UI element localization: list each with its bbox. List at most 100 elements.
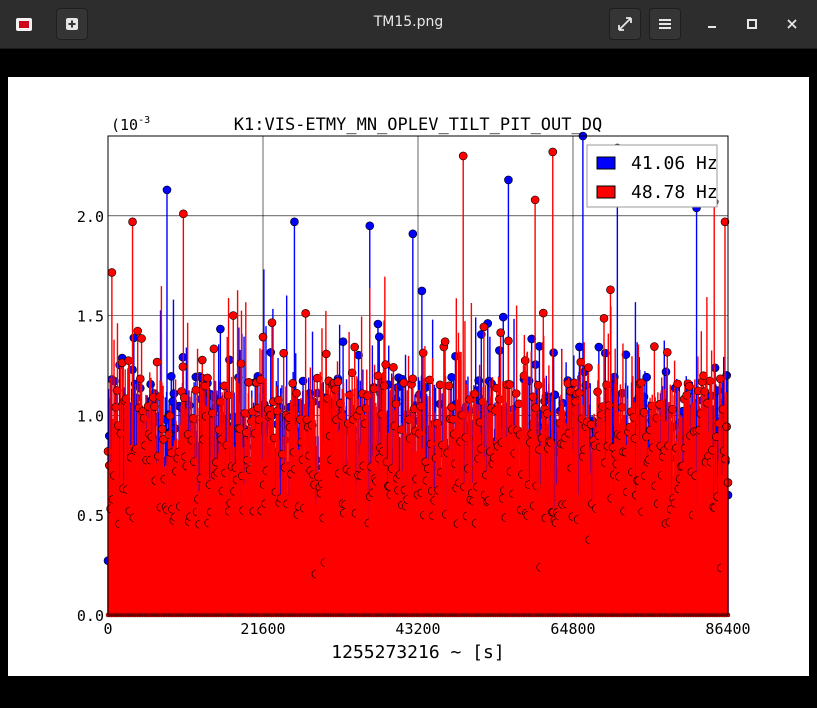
x-tick-label: 0 [103,620,112,638]
data-point [191,385,201,395]
data-point [621,350,631,359]
data-point [458,151,468,161]
legend: 41.06 Hz 48.78 Hz [586,144,718,208]
close-button[interactable] [780,12,804,36]
data-point [132,393,141,403]
data-point [323,393,332,403]
data-point [705,376,715,386]
data-point [365,221,375,231]
data-point [152,357,162,367]
data-point [179,209,188,219]
y-tick-label: 0.5 [77,507,104,525]
data-point [111,402,121,412]
data-point [162,185,172,195]
data-point [440,337,450,346]
data-point [197,355,207,365]
data-point [279,348,288,358]
data-point [408,374,418,384]
maximize-button[interactable] [740,12,764,36]
data-point [504,175,513,185]
data-point [208,408,217,418]
close-icon [787,19,797,29]
data-point [137,334,146,343]
data-point [495,346,504,355]
legend-label-48hz: 48.78 Hz [631,182,718,203]
data-point [549,348,558,358]
titlebar: TM15.png [0,0,817,49]
y-tick-label: 2.0 [77,208,104,226]
data-point [548,147,558,157]
data-point [133,326,143,336]
data-point [374,332,384,342]
data-point [504,336,513,346]
data-point [244,378,254,387]
data-point [124,356,133,365]
data-point [673,379,682,389]
data-point [350,342,360,352]
legend-swatch-41hz [596,156,616,170]
data-point [479,322,489,332]
data-point [617,402,627,412]
legend-label-41hz: 41.06 Hz [631,153,718,174]
chart-title: K1:VIS-ETMY_MN_OPLEV_TILT_PIT_OUT_DQ [234,115,602,135]
data-point [373,371,383,381]
data-point [606,285,615,295]
data-point [447,402,456,412]
data-point [333,377,343,387]
data-point [169,389,179,398]
data-point [107,268,117,277]
data-point [586,420,596,429]
data-point [312,373,322,383]
hamburger-icon [659,19,671,29]
minimize-button[interactable] [700,12,724,36]
data-point [338,337,348,347]
data-point [498,312,508,322]
data-point [650,342,659,351]
new-window-button[interactable] [56,8,88,40]
data-point [389,362,398,372]
window-title: TM15.png [373,14,444,30]
data-point [301,309,310,318]
data-point [533,380,543,390]
image-viewer-icon [8,8,40,40]
data-point [272,406,282,416]
data-point [599,314,609,323]
menu-button[interactable] [649,8,681,40]
data-point [602,380,611,390]
data-point [425,375,434,385]
data-point [254,415,264,425]
data-point [290,217,299,227]
data-point [408,229,418,239]
x-tick-label: 64800 [550,620,595,638]
y-scale-label: (10-3 [111,115,150,134]
data-point [600,348,610,358]
plus-icon [66,18,78,30]
data-point [720,217,730,227]
data-point [722,422,732,431]
legend-swatch-48hz [596,185,616,199]
data-point [135,374,145,384]
data-point [684,382,694,391]
data-point [373,319,383,329]
fullscreen-button[interactable] [609,8,641,40]
stem-chart: K1:VIS-ETMY_MN_OPLEV_TILT_PIT_OUT_DQ (10… [77,115,751,663]
data-point [661,367,671,377]
data-point [157,424,167,434]
data-point [662,347,672,357]
data-point [165,411,175,421]
y-tick-label: 0.0 [77,607,104,625]
data-point [381,360,391,369]
data-point [274,395,283,405]
data-point [288,379,298,388]
data-point [715,374,725,384]
data-point [417,286,427,296]
y-tick-label: 1.0 [77,407,104,425]
x-tick-label: 86400 [705,620,750,638]
maximize-icon [747,19,757,29]
data-point [538,308,548,318]
x-tick-label: 43200 [395,620,440,638]
data-point [542,409,552,418]
data-point [418,348,428,358]
data-point [399,378,409,388]
